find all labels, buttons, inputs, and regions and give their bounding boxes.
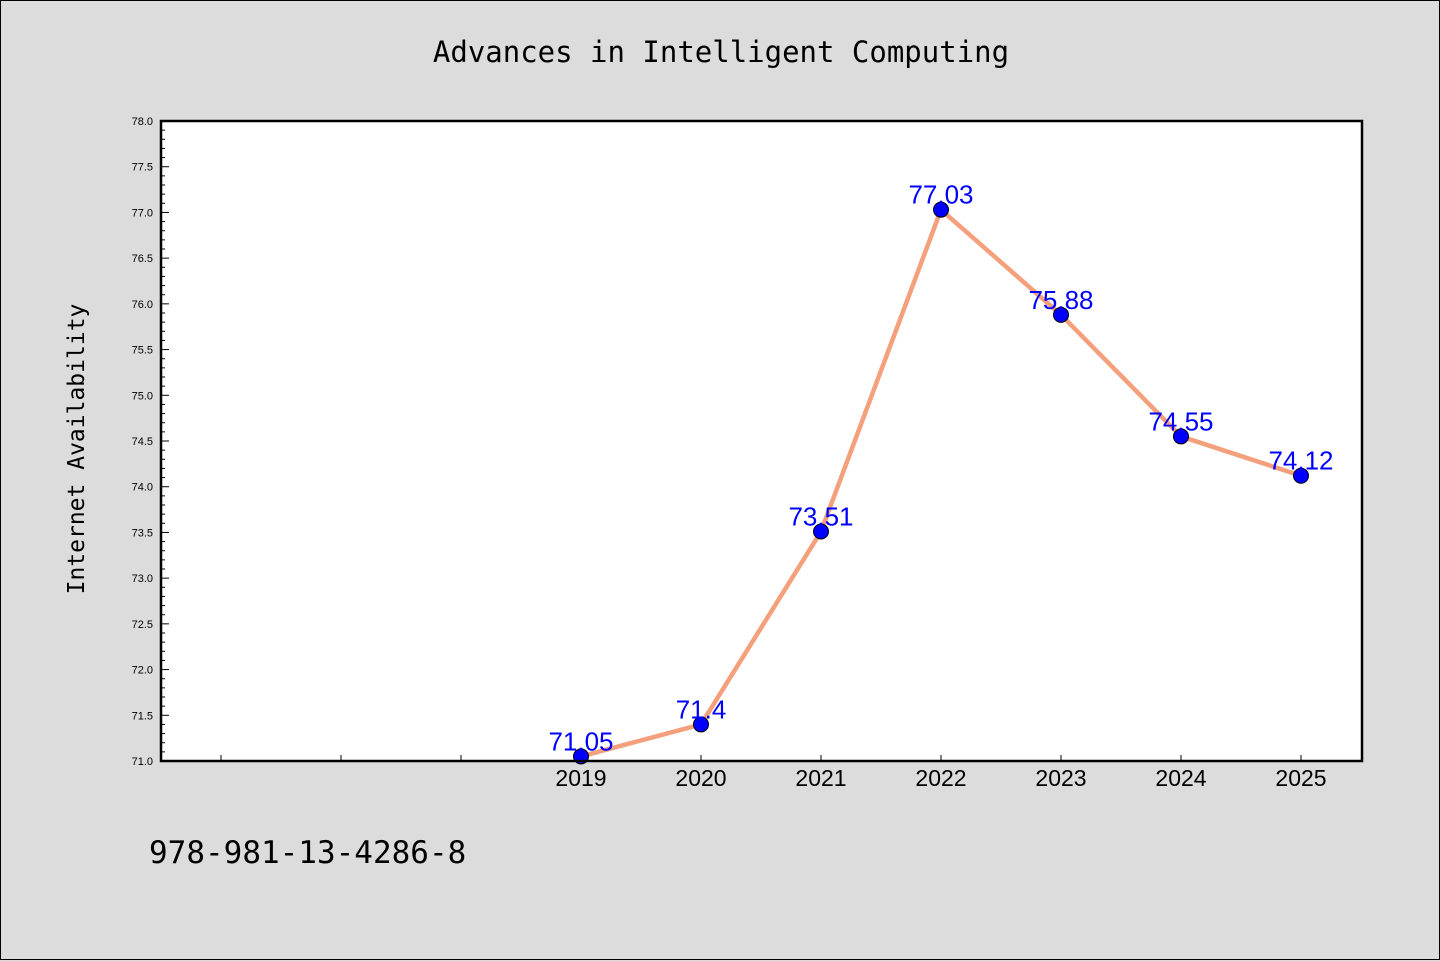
x-tick-label: 2023 xyxy=(1035,765,1086,791)
data-point xyxy=(1173,428,1189,445)
data-point xyxy=(693,716,709,733)
y-tick-label: 77.0 xyxy=(132,207,153,219)
y-tick-label: 76.5 xyxy=(132,253,153,265)
x-tick-label: 2020 xyxy=(675,765,726,791)
x-tick-label: 2025 xyxy=(1275,765,1326,791)
plot-frame xyxy=(159,119,1364,763)
y-tick-label: 71.5 xyxy=(132,710,153,722)
data-label: 74.55 xyxy=(1148,406,1213,436)
y-tick-label: 78.0 xyxy=(132,116,153,128)
y-tick-label: 71.0 xyxy=(132,756,153,768)
y-tick-label: 76.0 xyxy=(132,299,153,311)
data-label: 71.05 xyxy=(548,726,613,756)
y-tick-label: 77.5 xyxy=(132,162,153,174)
data-label: 71.4 xyxy=(676,694,727,724)
data-label: 77.03 xyxy=(908,180,973,210)
y-tick-label: 72.0 xyxy=(132,665,153,677)
x-tick-label: 2024 xyxy=(1155,765,1206,791)
plot-background xyxy=(161,121,1362,761)
y-tick-label: 72.5 xyxy=(132,619,153,631)
x-tick-label: 2021 xyxy=(795,765,846,791)
chart-title: Advances in Intelligent Computing xyxy=(432,35,1010,69)
data-point xyxy=(1293,467,1309,484)
x-tick-label: 2022 xyxy=(915,765,966,791)
data-label: 73.51 xyxy=(788,502,853,532)
y-tick-label: 75.0 xyxy=(132,390,153,402)
x-tick-label: 2019 xyxy=(555,765,606,791)
y-tick-label: 74.0 xyxy=(132,482,153,494)
y-tick-label: 73.0 xyxy=(132,573,153,585)
isbn-text: 978-981-13-4286-8 xyxy=(149,835,467,871)
y-axis: 71.0 71.5 72.0 72.5 73.0 73.5 74.0 74.5 75.0 75.5… xyxy=(132,116,169,768)
data-label: 75.88 xyxy=(1028,285,1093,315)
y-tick-label: 75.5 xyxy=(132,345,153,357)
data-label: 74.12 xyxy=(1268,446,1333,476)
series-group: 71.05 71.4 73.51 77.03 75.88 74.55 74.12 xyxy=(548,180,1334,765)
data-point xyxy=(813,523,829,540)
data-point xyxy=(933,201,949,218)
x-axis: 2019 2020 2021 2022 2023 2024 2025 xyxy=(220,755,1327,791)
y-tick-label: 74.5 xyxy=(132,436,153,448)
y-tick-label: 73.5 xyxy=(132,527,153,539)
data-point xyxy=(1053,306,1069,323)
